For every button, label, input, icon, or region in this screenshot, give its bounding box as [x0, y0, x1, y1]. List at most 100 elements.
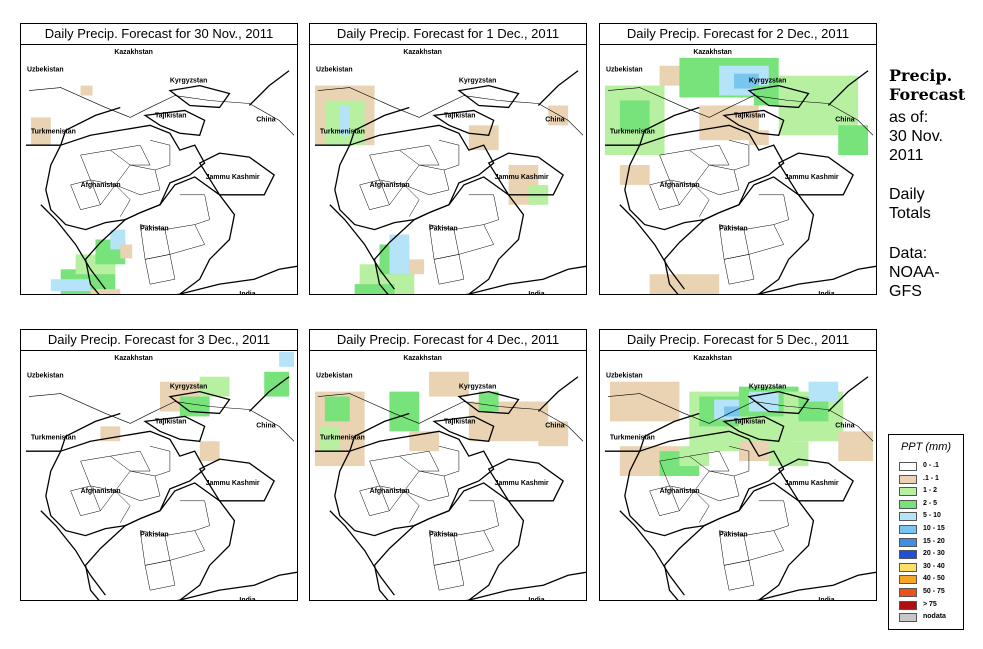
country-border [487, 152, 564, 196]
province-border [100, 490, 131, 523]
legend-swatch [899, 537, 917, 547]
precip-cell [838, 431, 874, 462]
legend-item: 40 - 50 [899, 575, 961, 585]
legend-label: 2 - 5 [923, 499, 938, 507]
province-border [729, 139, 750, 171]
precip-cell [90, 289, 121, 294]
province-border [100, 184, 131, 217]
country-border [40, 204, 106, 290]
map-label: China [545, 422, 564, 429]
precip-cell [808, 381, 839, 402]
map-label: Uzbekistan [316, 67, 353, 74]
legend-label: .1 - 1 [923, 474, 939, 482]
province-border [723, 560, 755, 591]
legend-label: 30 - 40 [923, 562, 945, 570]
country-border [457, 84, 520, 109]
legend-item: .1 - 1 [899, 474, 961, 485]
province-border [399, 144, 440, 166]
panel-title: Daily Precip. Forecast for 3 Dec., 2011 [21, 330, 297, 351]
country-border [827, 70, 869, 106]
province-border [80, 149, 131, 186]
country-border [747, 84, 810, 109]
province-border [689, 144, 730, 166]
precip-map: Kazakhstan Uzbekistan Kyrgyzstan Tajikistan… [25, 351, 297, 600]
map-label: Kazakhstan [114, 355, 153, 362]
country-border [468, 265, 586, 294]
province-border [399, 450, 440, 472]
forecast-panel: Daily Precip. Forecast for 1 Dec., 2011 K… [309, 23, 587, 295]
map-label: Pakistan [719, 532, 748, 539]
map-label: Afghanistan [660, 488, 700, 495]
province-border [144, 254, 176, 285]
map-label: Kazakhstan [114, 49, 153, 56]
map-label: Jammu Kashmir [495, 174, 549, 181]
map-label: India [528, 291, 544, 295]
country-border [373, 176, 525, 294]
map-label: Kyrgyzstan [170, 384, 207, 391]
map-label: Turkmenistan [610, 128, 655, 135]
legend-item: 0 - .1 [899, 462, 961, 472]
country-border [432, 415, 495, 442]
map-label: China [256, 116, 275, 123]
precip-cell [120, 244, 133, 259]
map-label: India [818, 291, 834, 295]
precip-map: Kazakhstan Uzbekistan Kyrgyzstan Tajikistan… [604, 355, 876, 600]
country-border [537, 376, 579, 412]
province-border [723, 254, 755, 285]
border-line [28, 393, 295, 442]
map-label: Turkmenistan [610, 434, 655, 441]
data-source-text: Data: NOAA- GFS [889, 244, 940, 301]
country-border [143, 415, 206, 442]
country-border [604, 412, 700, 452]
side-title-line1: Precip. [889, 66, 953, 85]
country-border [827, 376, 869, 412]
map-label: Turkmenistan [31, 128, 76, 135]
data-line3: GFS [889, 283, 922, 300]
country-border [468, 571, 586, 600]
map-label: Jammu Kashmir [785, 174, 839, 181]
legend-swatch [899, 525, 917, 534]
province-border [150, 139, 171, 171]
country-border [663, 176, 815, 294]
country-border [663, 482, 815, 600]
legend-swatch [899, 474, 917, 484]
map-label: Jammu Kashmir [785, 480, 839, 487]
precip-cell [354, 284, 395, 294]
country-border [168, 390, 231, 415]
province-border [433, 254, 465, 285]
country-border [40, 510, 106, 596]
country-border [198, 152, 275, 196]
panel-title: Daily Precip. Forecast for 30 Nov., 2011 [21, 24, 297, 45]
map-label: Tajikistan [155, 112, 187, 119]
border-line [607, 87, 874, 136]
legend-item: 15 - 20 [899, 537, 961, 548]
map-label: Kazakhstan [403, 49, 442, 56]
ppt-legend: PPT (mm) 0 - .1 .1 - 1 1 - 2 2 - 5 5 - 10 10 … [888, 434, 964, 630]
precip-cell [80, 85, 93, 96]
country-border [373, 482, 525, 600]
country-border [179, 265, 297, 294]
forecast-panel: Daily Precip. Forecast for 30 Nov., 2011… [20, 23, 298, 295]
map-label: Kazakhstan [693, 49, 732, 56]
side-title-line2: Forecast [889, 85, 966, 104]
precip-cell [649, 274, 720, 294]
province-border [758, 500, 789, 531]
precip-cell [339, 105, 350, 136]
country-border [604, 106, 700, 146]
province-border [369, 149, 420, 186]
country-border [25, 106, 121, 146]
as-of-line2: 30 Nov. [889, 128, 943, 145]
country-border [777, 458, 854, 502]
country-border [457, 390, 520, 415]
map-label: Kyrgyzstan [459, 78, 496, 85]
precip-cell [609, 381, 680, 422]
country-border [84, 482, 236, 600]
province-border [694, 164, 740, 196]
precip-cell [478, 391, 499, 412]
province-border [468, 500, 499, 531]
map-label: China [835, 422, 854, 429]
legend-item: 1 - 2 [899, 487, 961, 497]
legend-swatch [899, 588, 917, 597]
precip-cell [748, 391, 779, 412]
precip-cell [409, 259, 425, 275]
